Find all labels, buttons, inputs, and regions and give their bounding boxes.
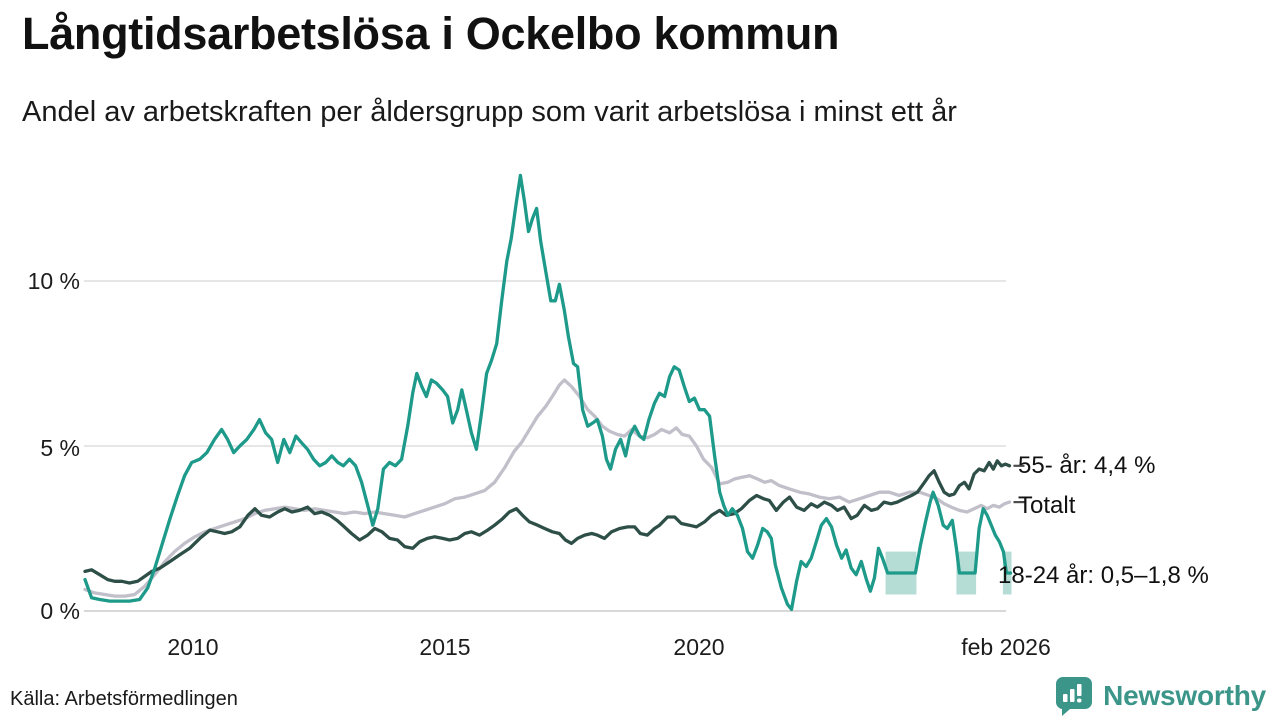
source-note: Källa: Arbetsförmedlingen: [10, 688, 238, 710]
y-axis-tick-10: 10 %: [27, 268, 80, 294]
page-title: Långtidsarbetslösa i Ockelbo kommun: [22, 8, 840, 59]
x-axis-tick-feb2026: feb 2026: [961, 634, 1051, 660]
y-axis-tick-0: 0 %: [40, 598, 80, 624]
page-subtitle: Andel av arbetskraften per åldersgrupp s…: [22, 96, 957, 128]
brand-name: Newsworthy: [1103, 680, 1266, 711]
x-axis-tick-2010: 2010: [167, 634, 219, 660]
y-axis-tick-5: 5 %: [40, 435, 80, 461]
x-axis-tick-2020: 2020: [673, 634, 725, 660]
series-label-totalt: Totalt: [1018, 492, 1076, 519]
newsworthy-logo: Newsworthy: [1054, 675, 1266, 717]
series-label-18-24-ar: 18-24 år: 0,5–1,8 %: [998, 562, 1209, 589]
newsworthy-bubble-chart-icon: [1056, 677, 1093, 716]
series-label-55-ar: 55- år: 4,4 %: [1018, 452, 1156, 479]
x-axis-tick-2015: 2015: [419, 634, 471, 660]
